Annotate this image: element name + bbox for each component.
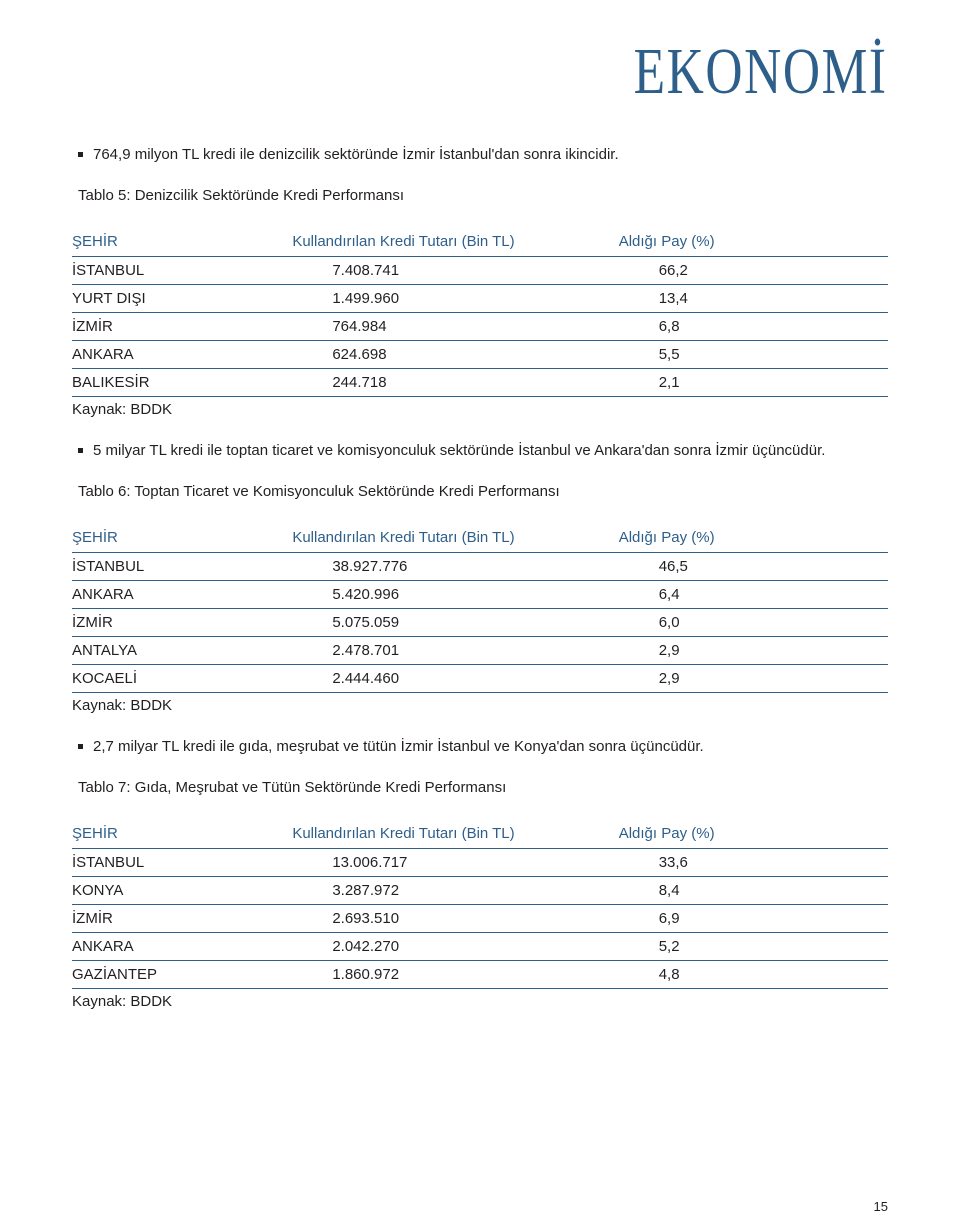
page-number: 15	[874, 1199, 888, 1214]
table-row: İZMİR2.693.5106,9	[72, 905, 888, 933]
bullet-text-1: 764,9 milyon TL kredi ile denizcilik sek…	[93, 144, 619, 167]
cell-amount: 244.718	[292, 369, 618, 397]
table-row: İZMİR5.075.0596,0	[72, 609, 888, 637]
table-row: ANKARA624.6985,5	[72, 341, 888, 369]
table-source-1: Kaynak: BDDK	[72, 401, 888, 418]
col-header: Kullandırılan Kredi Tutarı (Bin TL)	[292, 525, 618, 553]
table-row: İSTANBUL13.006.71733,6	[72, 849, 888, 877]
table-7-body: İSTANBUL13.006.71733,6KONYA3.287.9728,4İ…	[72, 849, 888, 989]
cell-city: YURT DIŞI	[72, 285, 292, 313]
table-row: BALIKESİR244.7182,1	[72, 369, 888, 397]
table-row: İSTANBUL38.927.77646,5	[72, 553, 888, 581]
cell-amount: 764.984	[292, 313, 618, 341]
cell-share: 6,4	[619, 581, 888, 609]
cell-city: İZMİR	[72, 313, 292, 341]
bullet-text-3: 2,7 milyar TL kredi ile gıda, meşrubat v…	[93, 736, 704, 759]
cell-share: 6,9	[619, 905, 888, 933]
heading-block: EKONOMİ	[72, 34, 888, 110]
bullet-icon	[78, 448, 83, 453]
cell-share: 2,9	[619, 665, 888, 693]
table-row: KONYA3.287.9728,4	[72, 877, 888, 905]
col-header: Kullandırılan Kredi Tutarı (Bin TL)	[292, 229, 618, 257]
table-source-3: Kaynak: BDDK	[72, 993, 888, 1010]
table-row: ANTALYA2.478.7012,9	[72, 637, 888, 665]
col-header: ŞEHİR	[72, 525, 292, 553]
table-6-body: İSTANBUL38.927.77646,5ANKARA5.420.9966,4…	[72, 553, 888, 693]
page-heading: EKONOMİ	[634, 34, 888, 110]
table-row: ANKARA5.420.9966,4	[72, 581, 888, 609]
cell-city: İSTANBUL	[72, 553, 292, 581]
cell-city: ANKARA	[72, 341, 292, 369]
cell-amount: 2.693.510	[292, 905, 618, 933]
cell-amount: 2.478.701	[292, 637, 618, 665]
cell-share: 2,9	[619, 637, 888, 665]
cell-city: İZMİR	[72, 609, 292, 637]
cell-city: İZMİR	[72, 905, 292, 933]
cell-amount: 5.075.059	[292, 609, 618, 637]
cell-city: GAZİANTEP	[72, 961, 292, 989]
table-7: ŞEHİR Kullandırılan Kredi Tutarı (Bin TL…	[72, 821, 888, 989]
table-source-2: Kaynak: BDDK	[72, 697, 888, 714]
table-caption-2: Tablo 6: Toptan Ticaret ve Komisyonculuk…	[78, 481, 888, 504]
bullet-line-3: 2,7 milyar TL kredi ile gıda, meşrubat v…	[78, 736, 888, 759]
table-6: ŞEHİR Kullandırılan Kredi Tutarı (Bin TL…	[72, 525, 888, 693]
col-header: ŞEHİR	[72, 821, 292, 849]
table-row: İZMİR764.9846,8	[72, 313, 888, 341]
table-row: ANKARA2.042.2705,2	[72, 933, 888, 961]
cell-share: 8,4	[619, 877, 888, 905]
cell-share: 4,8	[619, 961, 888, 989]
bullet-icon	[78, 152, 83, 157]
bullet-icon	[78, 744, 83, 749]
cell-amount: 2.042.270	[292, 933, 618, 961]
cell-city: ANKARA	[72, 933, 292, 961]
cell-amount: 5.420.996	[292, 581, 618, 609]
table-row: YURT DIŞI1.499.96013,4	[72, 285, 888, 313]
cell-city: KOCAELİ	[72, 665, 292, 693]
bullet-text-2: 5 milyar TL kredi ile toptan ticaret ve …	[93, 440, 825, 463]
table-row: İSTANBUL7.408.74166,2	[72, 257, 888, 285]
cell-amount: 38.927.776	[292, 553, 618, 581]
table-row: KOCAELİ2.444.4602,9	[72, 665, 888, 693]
cell-share: 46,5	[619, 553, 888, 581]
cell-city: İSTANBUL	[72, 849, 292, 877]
table-row: GAZİANTEP1.860.9724,8	[72, 961, 888, 989]
cell-amount: 1.499.960	[292, 285, 618, 313]
table-5: ŞEHİR Kullandırılan Kredi Tutarı (Bin TL…	[72, 229, 888, 397]
cell-city: İSTANBUL	[72, 257, 292, 285]
table-5-body: İSTANBUL7.408.74166,2YURT DIŞI1.499.9601…	[72, 257, 888, 397]
cell-amount: 1.860.972	[292, 961, 618, 989]
cell-share: 66,2	[619, 257, 888, 285]
cell-amount: 624.698	[292, 341, 618, 369]
col-header: ŞEHİR	[72, 229, 292, 257]
cell-city: ANKARA	[72, 581, 292, 609]
cell-share: 2,1	[619, 369, 888, 397]
cell-city: KONYA	[72, 877, 292, 905]
table-caption-1: Tablo 5: Denizcilik Sektöründe Kredi Per…	[78, 185, 888, 208]
cell-amount: 2.444.460	[292, 665, 618, 693]
page: EKONOMİ 764,9 milyon TL kredi ile denizc…	[0, 0, 960, 1228]
col-header: Aldığı Pay (%)	[619, 525, 888, 553]
cell-city: BALIKESİR	[72, 369, 292, 397]
bullet-line-2: 5 milyar TL kredi ile toptan ticaret ve …	[78, 440, 888, 463]
col-header: Aldığı Pay (%)	[619, 229, 888, 257]
col-header: Kullandırılan Kredi Tutarı (Bin TL)	[292, 821, 618, 849]
cell-amount: 13.006.717	[292, 849, 618, 877]
cell-share: 33,6	[619, 849, 888, 877]
col-header: Aldığı Pay (%)	[619, 821, 888, 849]
cell-amount: 3.287.972	[292, 877, 618, 905]
table-caption-3: Tablo 7: Gıda, Meşrubat ve Tütün Sektörü…	[78, 777, 888, 800]
cell-share: 6,8	[619, 313, 888, 341]
cell-amount: 7.408.741	[292, 257, 618, 285]
bullet-line-1: 764,9 milyon TL kredi ile denizcilik sek…	[78, 144, 888, 167]
cell-share: 5,5	[619, 341, 888, 369]
cell-share: 6,0	[619, 609, 888, 637]
cell-share: 13,4	[619, 285, 888, 313]
cell-share: 5,2	[619, 933, 888, 961]
cell-city: ANTALYA	[72, 637, 292, 665]
